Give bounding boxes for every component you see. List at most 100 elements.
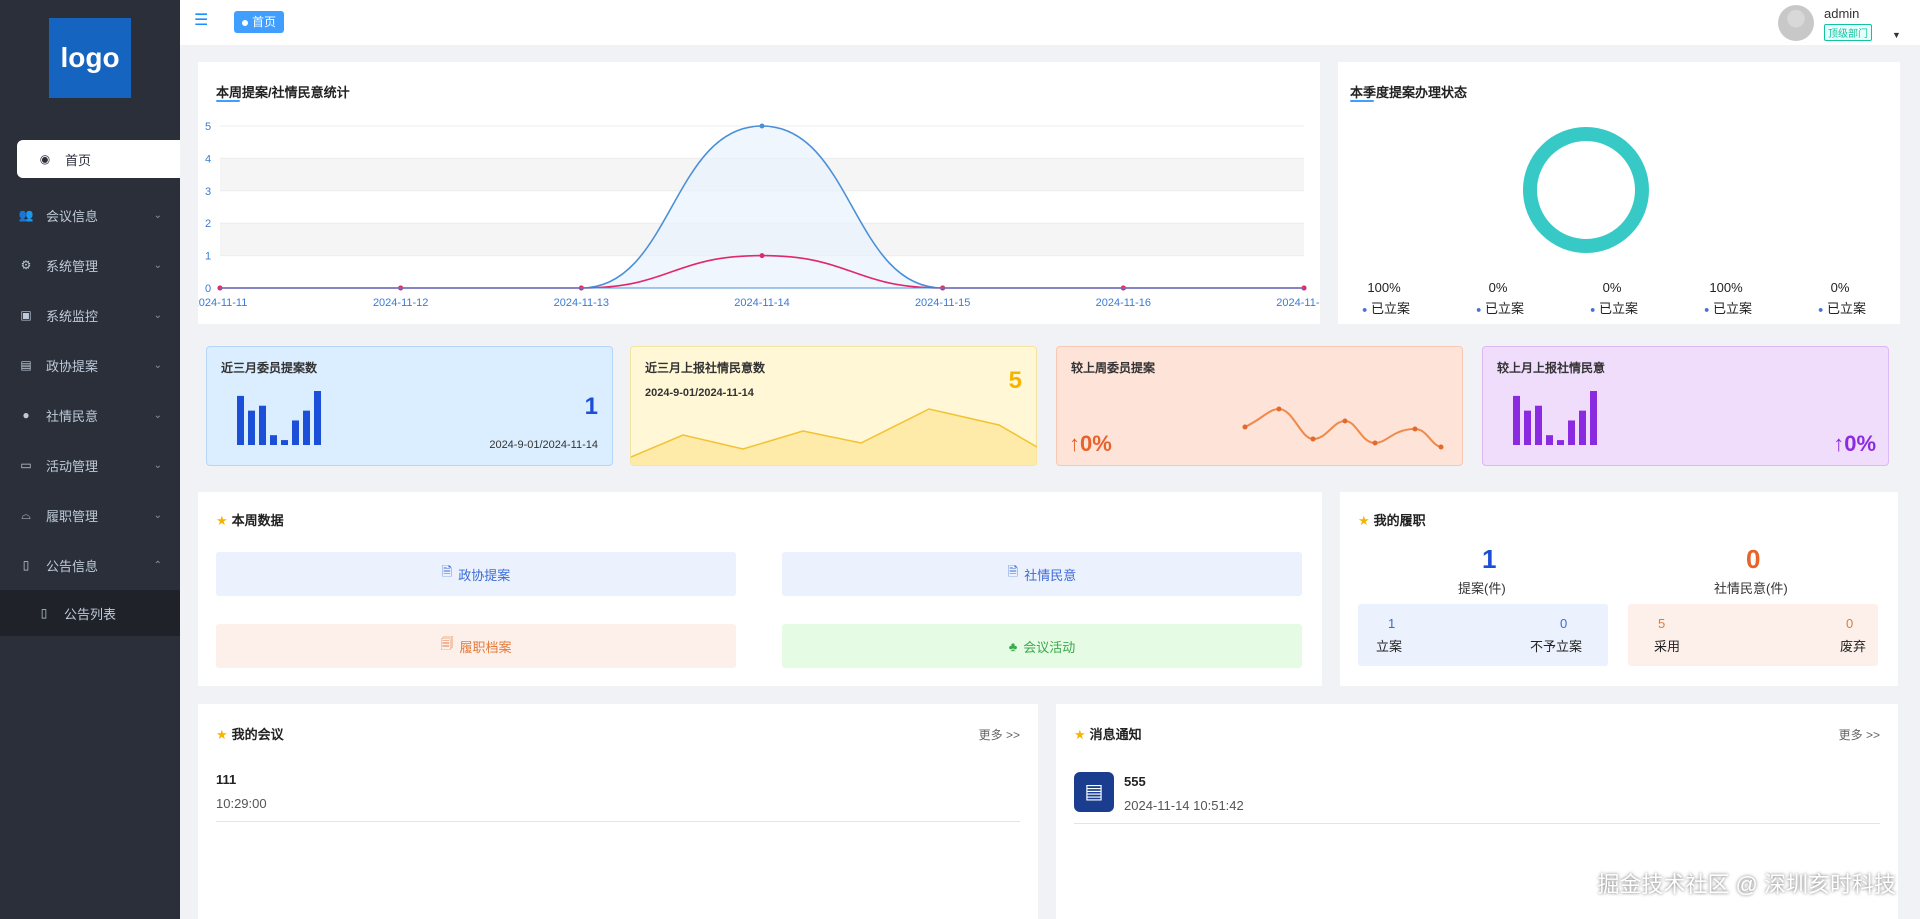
weekly-change-wave <box>1242 406 1444 450</box>
x-tick-label: 2024-11-17 <box>1276 297 1320 309</box>
quick-meeting-activity-button[interactable]: ♣ 会议活动 <box>782 624 1302 668</box>
star-icon: ★ <box>216 727 228 742</box>
quick-duty-archive-button[interactable]: 🗐 履职档案 <box>216 624 736 668</box>
series-point <box>759 123 765 129</box>
y-tick-label: 1 <box>205 251 211 263</box>
avatar[interactable] <box>1778 5 1814 41</box>
notice-icon: ▤ <box>1074 772 1114 812</box>
stat-card-change: ↑0% <box>1069 431 1112 457</box>
x-tick-label: 2024-11-13 <box>554 297 609 309</box>
chevron-down-icon: ⌄ <box>153 309 162 321</box>
x-tick-label: 2024-11-11 <box>198 297 247 309</box>
breakdown-value: 5 <box>1658 616 1666 631</box>
quick-opinion-label: 社情民意 <box>1024 567 1077 583</box>
caret-down-icon[interactable]: ▼ <box>1892 30 1901 40</box>
sidebar-item-announcements[interactable]: ▯ 公告信息 ⌃ <box>0 540 180 590</box>
mini-bar <box>248 410 255 445</box>
status-label: ● 已立案 <box>1589 301 1639 316</box>
phone-icon: ▯ <box>40 606 48 620</box>
notices-more-link[interactable]: 更多 >> <box>1838 728 1880 742</box>
sidebar-item-announcement-list[interactable]: ▯ 公告列表 <box>0 590 180 636</box>
proposal-breakdown: 1 立案 0 不予立案 <box>1358 604 1608 666</box>
user-dept-badge: 顶级部门 <box>1824 24 1872 41</box>
star-icon: ★ <box>1358 513 1370 528</box>
mini-bar <box>1546 435 1553 445</box>
stat-card-date: 2024-9-01/2024-11-14 <box>489 439 598 451</box>
sidebar-item-proposals[interactable]: ▤ 政协提案 ⌄ <box>0 340 180 390</box>
chevron-down-icon: ⌄ <box>153 259 162 271</box>
mini-bar <box>270 435 277 445</box>
proposal-mini-bars <box>237 391 321 445</box>
meeting-list-item[interactable]: 111 10:29:00 <box>216 766 1020 822</box>
stat-card-proposals: 近三月委员提案数 1 2024-9-01/2024-11-14 <box>206 346 613 466</box>
sidebar-item-label: 系统管理 <box>46 258 99 274</box>
phone-icon: ▯ <box>22 558 30 572</box>
user-name[interactable]: admin <box>1824 6 1860 21</box>
x-tick-label: 2024-11-12 <box>373 297 428 309</box>
tab-home-label: 首页 <box>252 15 277 29</box>
meeting-icon: ♣ <box>1008 638 1018 654</box>
status-label: ● 已立案 <box>1817 301 1867 316</box>
star-icon: ★ <box>216 513 228 528</box>
menu-toggle-icon[interactable]: ☰ <box>194 12 209 29</box>
meetings-more-link[interactable]: 更多 >> <box>978 728 1020 742</box>
weekly-stats-title: 本周提案/社情民意统计 <box>216 82 350 102</box>
dashboard-icon: ◉ <box>39 152 51 166</box>
gear-icon: ⚙ <box>20 258 32 272</box>
sidebar-item-system-monitor[interactable]: ▣ 系统监控 ⌄ <box>0 290 180 340</box>
opinion-count-label: 社情民意(件) <box>1714 581 1788 596</box>
stat-card-change: ↑0% <box>1833 431 1876 457</box>
stat-card-weekly-proposal-change: 较上周委员提案 ↑0% <box>1056 346 1463 466</box>
sidebar-item-label: 首页 <box>65 152 92 168</box>
mini-bar <box>1524 410 1531 445</box>
notices-panel: ★ 消息通知 更多 >> ▤ 555 2024-11-14 10:51:42 <box>1056 704 1898 919</box>
sidebar-item-activity-management[interactable]: ▭ 活动管理 ⌄ <box>0 440 180 490</box>
quick-opinion-button[interactable]: 🗎 社情民意 <box>782 552 1302 596</box>
notice-name: 555 <box>1124 774 1146 789</box>
breakdown-label: 立案 <box>1376 639 1403 654</box>
week-data-title: ★ 本周数据 <box>216 510 284 529</box>
y-tick-label: 5 <box>205 121 211 133</box>
status-percent: 0% <box>1602 280 1622 295</box>
mini-bar <box>1557 440 1564 445</box>
mini-bar <box>314 391 321 445</box>
status-ring <box>1523 127 1649 253</box>
series-area <box>220 126 1304 288</box>
quarter-status-title: 本季度提案办理状态 <box>1350 82 1467 102</box>
proposal-count: 1 <box>1482 544 1497 574</box>
meeting-time: 10:29:00 <box>216 796 267 811</box>
sidebar-item-label: 活动管理 <box>46 458 99 474</box>
sidebar-item-system-management[interactable]: ⚙ 系统管理 ⌄ <box>0 240 180 290</box>
mini-bar <box>1579 410 1586 445</box>
breakdown-label: 不予立案 <box>1530 639 1583 654</box>
y-tick-label: 0 <box>205 283 211 295</box>
notice-list-item[interactable]: ▤ 555 2024-11-14 10:51:42 <box>1074 766 1880 824</box>
opinion-mini-area <box>631 408 1038 465</box>
my-duty-title: ★ 我的履职 <box>1358 510 1426 529</box>
sidebar-item-label: 社情民意 <box>46 408 99 424</box>
mini-bar <box>1590 391 1597 445</box>
tab-home[interactable]: 首页 <box>234 11 285 33</box>
arrow-up-icon: ↑ <box>1833 431 1845 456</box>
sidebar-item-duty-management[interactable]: ⌓ 履职管理 ⌄ <box>0 490 180 540</box>
chevron-down-icon: ⌄ <box>153 359 162 371</box>
title-underline <box>1350 100 1374 102</box>
status-percent: 0% <box>1830 280 1850 295</box>
sidebar-item-public-opinion[interactable]: ● 社情民意 ⌄ <box>0 390 180 440</box>
sidebar-item-meeting-info[interactable]: 👥 会议信息 ⌄ <box>0 190 180 240</box>
chevron-down-icon: ⌄ <box>153 209 162 221</box>
sidebar-item-home[interactable]: ◉ 首页 <box>17 140 180 178</box>
breakdown-label: 采用 <box>1654 639 1681 654</box>
meeting-name: 111 <box>216 772 237 787</box>
quick-proposals-button[interactable]: 🗎 政协提案 <box>216 552 736 596</box>
series-point <box>759 253 765 259</box>
quick-proposals-label: 政协提案 <box>458 567 511 583</box>
mini-bar <box>259 405 266 445</box>
status-label: ● 已立案 <box>1361 301 1411 316</box>
mini-bar <box>1568 420 1575 445</box>
week-data-panel: ★ 本周数据 🗎 政协提案 🗎 社情民意 🗐 履职档案 ♣ 会议活动 <box>198 492 1322 686</box>
arrow-up-icon: ↑ <box>1069 431 1080 456</box>
mini-bar <box>292 420 299 445</box>
stat-card-title: 近三月委员提案数 <box>221 361 318 375</box>
opinion-breakdown: 5 采用 0 废弃 <box>1628 604 1878 666</box>
